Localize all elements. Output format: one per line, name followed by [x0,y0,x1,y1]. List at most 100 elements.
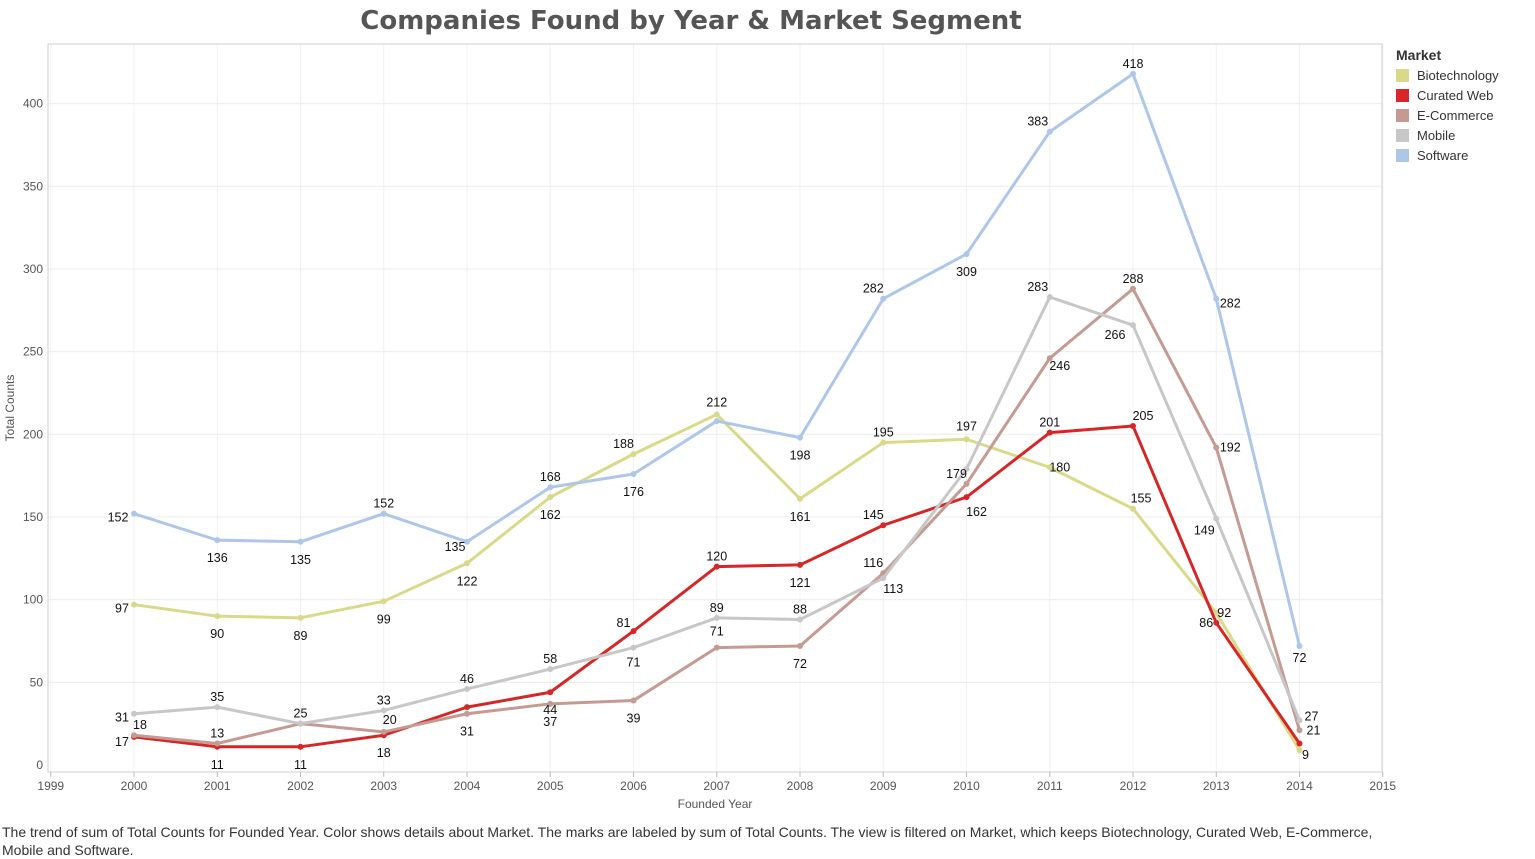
data-point-software[interactable] [880,295,887,302]
y-tick-label: 50 [30,675,44,689]
data-point-e-commerce[interactable] [1296,727,1303,734]
data-point-biotechnology[interactable] [1213,609,1220,616]
data-point-curated-web[interactable] [797,561,803,568]
data-label-e-commerce: 246 [1049,359,1070,373]
chart-title: Companies Found by Year & Market Segment [360,6,1022,36]
data-point-biotechnology[interactable] [880,439,887,446]
data-point-biotechnology[interactable] [797,495,803,502]
data-point-e-commerce[interactable] [1213,444,1220,451]
legend-item-software[interactable]: Software [1396,145,1499,165]
data-point-curated-web[interactable] [297,743,304,750]
data-point-curated-web[interactable] [963,494,970,501]
data-point-e-commerce[interactable] [1046,355,1053,362]
grid-layer [48,44,1384,772]
data-point-e-commerce[interactable] [713,644,720,651]
data-point-mobile[interactable] [1130,322,1136,329]
data-point-mobile[interactable] [630,644,637,651]
data-label-mobile: 31 [115,711,129,725]
data-point-software[interactable] [1130,70,1136,77]
data-point-software[interactable] [713,418,720,425]
data-point-curated-web[interactable] [464,704,470,711]
chart-caption: The trend of sum of Total Counts for Fou… [2,824,1373,858]
data-point-biotechnology[interactable] [547,494,554,501]
data-point-biotechnology[interactable] [1296,747,1303,754]
legend-item-curated-web[interactable]: Curated Web [1396,85,1499,105]
data-point-mobile[interactable] [464,685,470,692]
data-point-e-commerce[interactable] [963,480,970,487]
data-label-curated-web: 17 [115,735,129,749]
data-point-software[interactable] [1213,295,1220,302]
data-point-biotechnology[interactable] [630,451,637,458]
data-point-mobile[interactable] [880,575,887,582]
data-label-software: 176 [623,485,644,499]
data-label-e-commerce: 72 [793,657,807,671]
data-point-mobile[interactable] [713,614,720,621]
data-point-e-commerce[interactable] [131,732,137,739]
y-tick-label: 150 [23,510,43,524]
data-point-mobile[interactable] [380,707,387,714]
data-point-biotechnology[interactable] [464,560,470,567]
data-point-mobile[interactable] [1046,294,1053,301]
data-label-biotechnology: 92 [1217,606,1231,620]
x-tick-label: 2012 [1120,779,1147,793]
data-point-software[interactable] [214,537,221,544]
data-point-e-commerce[interactable] [380,728,387,735]
data-point-biotechnology[interactable] [1046,464,1053,471]
data-point-e-commerce[interactable] [547,700,554,707]
data-point-curated-web[interactable] [713,563,720,570]
data-point-e-commerce[interactable] [630,697,637,704]
data-label-biotechnology: 90 [210,627,224,641]
data-point-curated-web[interactable] [1130,423,1136,430]
data-point-curated-web[interactable] [1296,740,1303,747]
data-point-biotechnology[interactable] [1130,505,1136,512]
data-point-mobile[interactable] [1213,515,1220,522]
data-point-curated-web[interactable] [1213,619,1220,626]
data-point-mobile[interactable] [547,666,554,673]
data-point-curated-web[interactable] [1046,429,1053,436]
data-point-biotechnology[interactable] [380,598,387,605]
data-point-mobile[interactable] [297,720,304,727]
legend-item-e-commerce[interactable]: E-Commerce [1396,105,1499,125]
data-label-mobile: 46 [460,672,474,686]
data-point-software[interactable] [380,510,387,517]
data-point-e-commerce[interactable] [797,642,803,649]
data-point-software[interactable] [630,470,637,477]
data-point-biotechnology[interactable] [963,436,970,443]
data-point-biotechnology[interactable] [297,614,304,621]
data-label-software: 309 [956,265,977,279]
data-point-mobile[interactable] [131,710,137,717]
data-label-biotechnology: 97 [115,602,129,616]
data-point-biotechnology[interactable] [713,411,720,418]
data-point-software[interactable] [1046,128,1053,135]
data-label-mobile: 88 [793,602,807,616]
data-label-mobile: 283 [1027,280,1048,294]
legend-item-mobile[interactable]: Mobile [1396,125,1499,145]
data-point-biotechnology[interactable] [214,613,221,620]
x-tick-label: 2009 [870,779,897,793]
data-label-e-commerce: 31 [460,725,474,739]
data-point-e-commerce[interactable] [214,740,221,747]
data-point-software[interactable] [1296,642,1303,649]
data-point-curated-web[interactable] [547,689,554,696]
data-point-software[interactable] [464,538,470,545]
data-label-curated-web: 201 [1039,416,1060,430]
legend-item-biotechnology[interactable]: Biotechnology [1396,65,1499,85]
data-label-mobile: 27 [1305,709,1319,723]
data-label-biotechnology: 161 [790,510,811,524]
data-label-biotechnology: 9 [1302,748,1309,762]
data-point-mobile[interactable] [1296,717,1303,724]
data-point-software[interactable] [797,434,803,441]
data-point-biotechnology[interactable] [131,601,137,608]
data-point-software[interactable] [963,251,970,258]
data-point-software[interactable] [131,510,137,517]
data-point-mobile[interactable] [963,466,970,473]
data-point-e-commerce[interactable] [464,710,470,717]
data-point-software[interactable] [547,484,554,491]
data-point-mobile[interactable] [797,616,803,623]
data-point-mobile[interactable] [214,704,221,711]
data-point-software[interactable] [297,538,304,545]
data-point-curated-web[interactable] [880,522,887,529]
data-label-curated-web: 162 [966,505,987,519]
data-point-e-commerce[interactable] [1130,285,1136,292]
data-point-curated-web[interactable] [630,628,637,635]
